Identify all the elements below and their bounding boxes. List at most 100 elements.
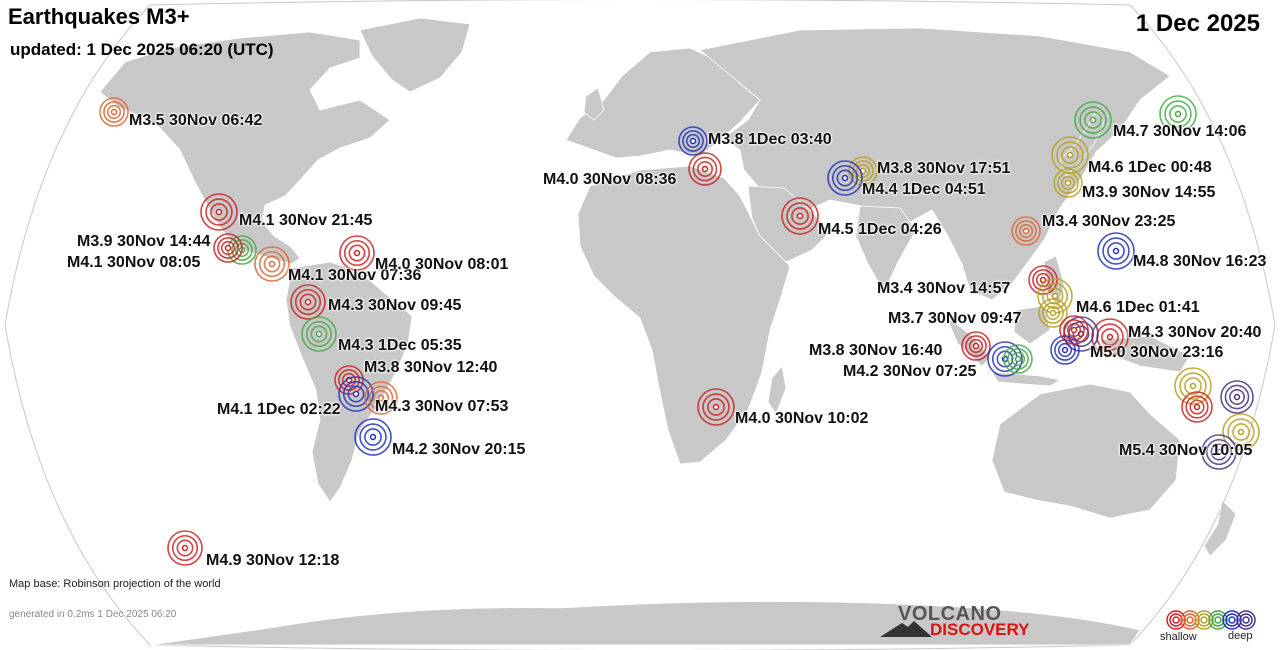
quake-marker[interactable]: [1222, 413, 1260, 451]
quake-label[interactable]: M4.3 30Nov 20:40: [1128, 324, 1262, 341]
quake-label[interactable]: M4.1 30Nov 07:36: [288, 267, 422, 284]
land-madagascar: [767, 365, 787, 415]
quake-marker[interactable]: [301, 316, 337, 352]
quake-marker[interactable]: [1011, 216, 1041, 246]
quake-marker[interactable]: [354, 418, 392, 456]
quake-label[interactable]: M4.8 30Nov 16:23: [1133, 253, 1267, 270]
quake-marker[interactable]: [961, 331, 991, 361]
quake-marker[interactable]: [1201, 434, 1237, 470]
legend-ring: [1228, 616, 1236, 624]
quake-label[interactable]: M4.0 30Nov 08:01: [375, 256, 509, 273]
quake-label[interactable]: M4.7 30Nov 14:06: [1113, 123, 1247, 140]
quake-marker[interactable]: [167, 530, 203, 566]
legend-ring: [1211, 613, 1225, 627]
quake-marker[interactable]: [1181, 391, 1213, 423]
legend-ring: [1225, 613, 1239, 627]
quake-label[interactable]: M5.0 30Nov 23:16: [1090, 344, 1224, 361]
land-africa: [577, 165, 791, 465]
quake-label[interactable]: M3.9 30Nov 14:55: [1082, 184, 1216, 201]
land-greenland: [359, 17, 471, 93]
land-britain: [583, 87, 605, 121]
logo-text-volcano: VOLCANO: [898, 603, 1002, 625]
quake-label[interactable]: M4.5 1Dec 04:26: [818, 221, 942, 238]
quake-marker[interactable]: [1051, 136, 1089, 174]
quake-label[interactable]: M4.1 30Nov 08:05: [67, 254, 201, 271]
quake-marker[interactable]: [1174, 367, 1212, 405]
quake-label[interactable]: M4.1 1Dec 02:22: [217, 401, 341, 418]
quake-marker[interactable]: [1097, 232, 1135, 270]
land-asia: [699, 27, 1171, 301]
quake-label[interactable]: M4.0 30Nov 08:36: [543, 171, 677, 188]
quake-marker[interactable]: [99, 97, 129, 127]
land-india: [855, 205, 917, 293]
quake-marker[interactable]: [1003, 344, 1033, 374]
quake-label[interactable]: M4.0 30Nov 10:02: [735, 410, 869, 427]
map-base-note: Map base: Robinson projection of the wor…: [9, 578, 221, 590]
logo-text-discovery: DISCOVERY: [930, 620, 1030, 639]
quake-label[interactable]: M4.3 30Nov 07:53: [375, 398, 509, 415]
quake-label[interactable]: M4.6 1Dec 01:41: [1076, 299, 1200, 316]
land-north-america: [99, 31, 391, 265]
legend-ring: [1172, 616, 1180, 624]
legend-ring: [1186, 616, 1194, 624]
quake-marker[interactable]: [1038, 298, 1068, 328]
quake-marker[interactable]: [1037, 278, 1073, 314]
quake-marker[interactable]: [1059, 315, 1089, 345]
land-borneo: [1013, 305, 1051, 345]
legend-ring: [1208, 610, 1228, 630]
quake-marker[interactable]: [254, 246, 290, 282]
quake-label[interactable]: M4.2 30Nov 20:15: [392, 441, 526, 458]
land-australia: [991, 383, 1181, 519]
legend-ring: [1236, 610, 1256, 630]
quake-label[interactable]: M4.1 30Nov 21:45: [239, 212, 373, 229]
quake-marker[interactable]: [697, 388, 735, 426]
quake-label[interactable]: M3.8 30Nov 12:40: [364, 359, 498, 376]
quake-marker[interactable]: [200, 193, 238, 231]
depth-legend: shallow deep: [1160, 608, 1260, 648]
quake-label[interactable]: M3.5 30Nov 06:42: [129, 112, 263, 129]
quake-marker[interactable]: [339, 235, 375, 271]
land-new-guinea: [1099, 335, 1191, 373]
quake-marker[interactable]: [678, 126, 708, 156]
quake-marker[interactable]: [1028, 265, 1058, 295]
volcano-discovery-logo[interactable]: VOLCANO DISCOVERY: [880, 603, 1030, 639]
quake-label[interactable]: M3.8 30Nov 16:40: [809, 342, 943, 359]
quake-marker[interactable]: [688, 152, 722, 186]
legend-ring: [1194, 610, 1214, 630]
quake-marker[interactable]: [1220, 380, 1254, 414]
quake-label[interactable]: M4.3 30Nov 09:45: [328, 297, 462, 314]
quake-marker[interactable]: [1074, 101, 1112, 139]
quake-marker[interactable]: [781, 197, 819, 235]
quake-label[interactable]: M5.4 30Nov 10:05: [1119, 442, 1253, 459]
quake-marker[interactable]: [338, 376, 374, 412]
quake-marker[interactable]: [827, 160, 863, 196]
legend-ring: [1166, 610, 1186, 630]
legend-ring: [1183, 613, 1197, 627]
quake-label[interactable]: M3.8 30Nov 17:51: [877, 160, 1011, 177]
quake-marker[interactable]: [290, 284, 326, 320]
updated-timestamp: updated: 1 Dec 2025 06:20 (UTC): [10, 40, 274, 59]
legend-ring: [1239, 613, 1253, 627]
quake-label[interactable]: M4.9 30Nov 12:18: [206, 552, 340, 569]
quake-label[interactable]: M3.8 1Dec 03:40: [708, 131, 832, 148]
quake-marker[interactable]: [213, 233, 243, 263]
quake-label[interactable]: M4.3 1Dec 05:35: [338, 337, 462, 354]
quake-label[interactable]: M3.4 30Nov 23:25: [1042, 213, 1176, 230]
quake-label[interactable]: M3.7 30Nov 09:47: [888, 310, 1022, 327]
quake-label[interactable]: M3.4 30Nov 14:57: [877, 280, 1011, 297]
legend-ring: [1242, 616, 1250, 624]
quake-label[interactable]: M4.6 1Dec 00:48: [1088, 159, 1212, 176]
quake-marker[interactable]: [1091, 318, 1129, 356]
quake-marker[interactable]: [1159, 95, 1197, 133]
mountain-icon: [880, 621, 932, 637]
quake-label[interactable]: M4.4 1Dec 04:51: [862, 181, 986, 198]
quake-marker[interactable]: [1053, 168, 1083, 198]
page-title: Earthquakes M3+: [8, 4, 190, 29]
quake-label[interactable]: M3.9 30Nov 14:44: [77, 233, 211, 250]
quake-marker[interactable]: [1050, 335, 1080, 365]
land-new-zealand: [1203, 499, 1237, 557]
quake-label[interactable]: M4.2 30Nov 07:25: [843, 363, 977, 380]
legend-ring: [1180, 610, 1200, 630]
quake-marker[interactable]: [364, 381, 398, 415]
